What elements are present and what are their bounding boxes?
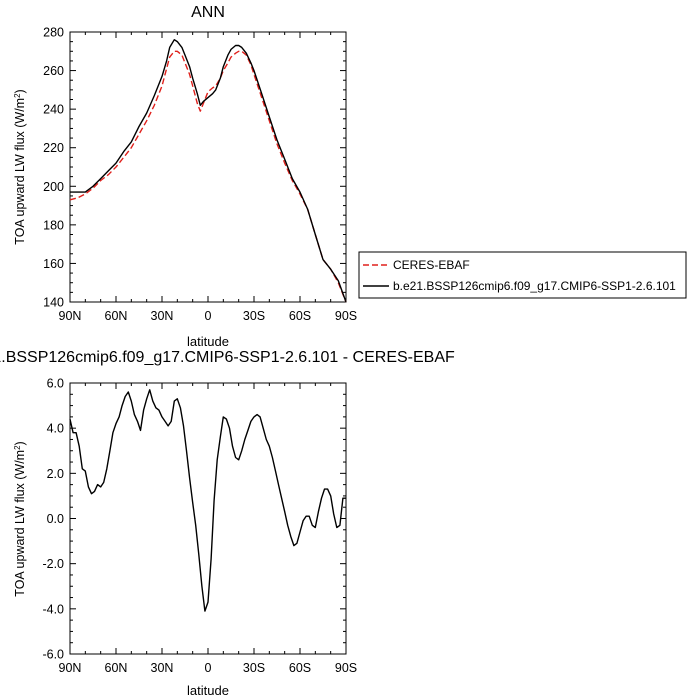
bottom-series-line-0 [69, 389, 346, 612]
bottom-x-tick-label: 30N [151, 661, 174, 675]
top-y-tick-label: 280 [43, 26, 64, 40]
bottom-y-tick-label: -6.0 [42, 648, 64, 662]
bottom-y-tick-label: -4.0 [42, 602, 64, 616]
top-y-tick-label: 240 [43, 103, 64, 117]
bottom-chart-title: b.e21.BSSP126cmip6.f09_g17.CMIP6-SSP1-2.… [0, 349, 455, 366]
legend: CERES-EBAF b.e21.BSSP126cmip6.f09_g17.CM… [358, 251, 687, 299]
bottom-y-tick-label: -2.0 [42, 557, 64, 571]
bottom-y-tick-label: 6.0 [47, 377, 64, 391]
bottom-x-tick-label: 60S [289, 661, 311, 675]
top-x-tick-label: 0 [205, 309, 212, 323]
top-y-tick-label: 200 [43, 180, 64, 194]
top-x-tick-label: 90S [335, 309, 357, 323]
top-y-tick-label: 180 [43, 218, 64, 232]
bottom-x-tick-label: 30S [243, 661, 265, 675]
bottom-plot-area: 90N 60N 30N 0 30S 60S 90S -6.0 -4.0 -2.0 0.0 2.0 4.0… [42, 377, 357, 676]
top-x-tick-label: 90N [59, 309, 82, 323]
bottom-y-tick-label: 4.0 [47, 422, 64, 436]
bottom-y-axis-label: TOA upward LW flux (W/m2) [13, 441, 28, 596]
bottom-y-tick-label: 2.0 [47, 467, 64, 481]
legend-label-ceres: CERES-EBAF [393, 258, 470, 272]
bottom-panel: b.e21.BSSP126cmip6.f09_g17.CMIP6-SSP1-2.… [0, 349, 455, 698]
top-panel: ANN 90N 60N 30N 0 30S 60S 90S 140 160 180 200 220 24… [13, 4, 687, 349]
top-series-line-1 [70, 39, 347, 303]
bottom-x-tick-label: 90N [59, 661, 82, 675]
bottom-x-tick-label: 0 [205, 661, 212, 675]
bottom-x-tick-label: 90S [335, 661, 357, 675]
top-plot-area: 90N 60N 30N 0 30S 60S 90S 140 160 180 200 220 240 260… [43, 26, 357, 324]
top-y-axis-label: TOA upward LW flux (W/m2) [13, 89, 28, 244]
top-series-line-0 [69, 50, 347, 303]
legend-box [358, 251, 687, 299]
legend-label-model: b.e21.BSSP126cmip6.f09_g17.CMIP6-SSP1-2.… [393, 279, 676, 293]
top-y-tick-label: 220 [43, 141, 64, 155]
top-x-tick-label: 30N [151, 309, 174, 323]
top-x-axis-label: latitude [187, 334, 229, 349]
bottom-x-axis-label: latitude [187, 683, 229, 698]
top-x-tick-label: 60N [105, 309, 128, 323]
top-y-tick-label: 160 [43, 257, 64, 271]
top-x-tick-label: 30S [243, 309, 265, 323]
bottom-y-tick-label: 0.0 [47, 512, 64, 526]
top-chart-title: ANN [191, 4, 225, 21]
bottom-x-tick-label: 60N [105, 661, 128, 675]
top-y-tick-label: 260 [43, 64, 64, 78]
top-y-tick-label: 140 [43, 296, 64, 310]
top-x-tick-label: 60S [289, 309, 311, 323]
